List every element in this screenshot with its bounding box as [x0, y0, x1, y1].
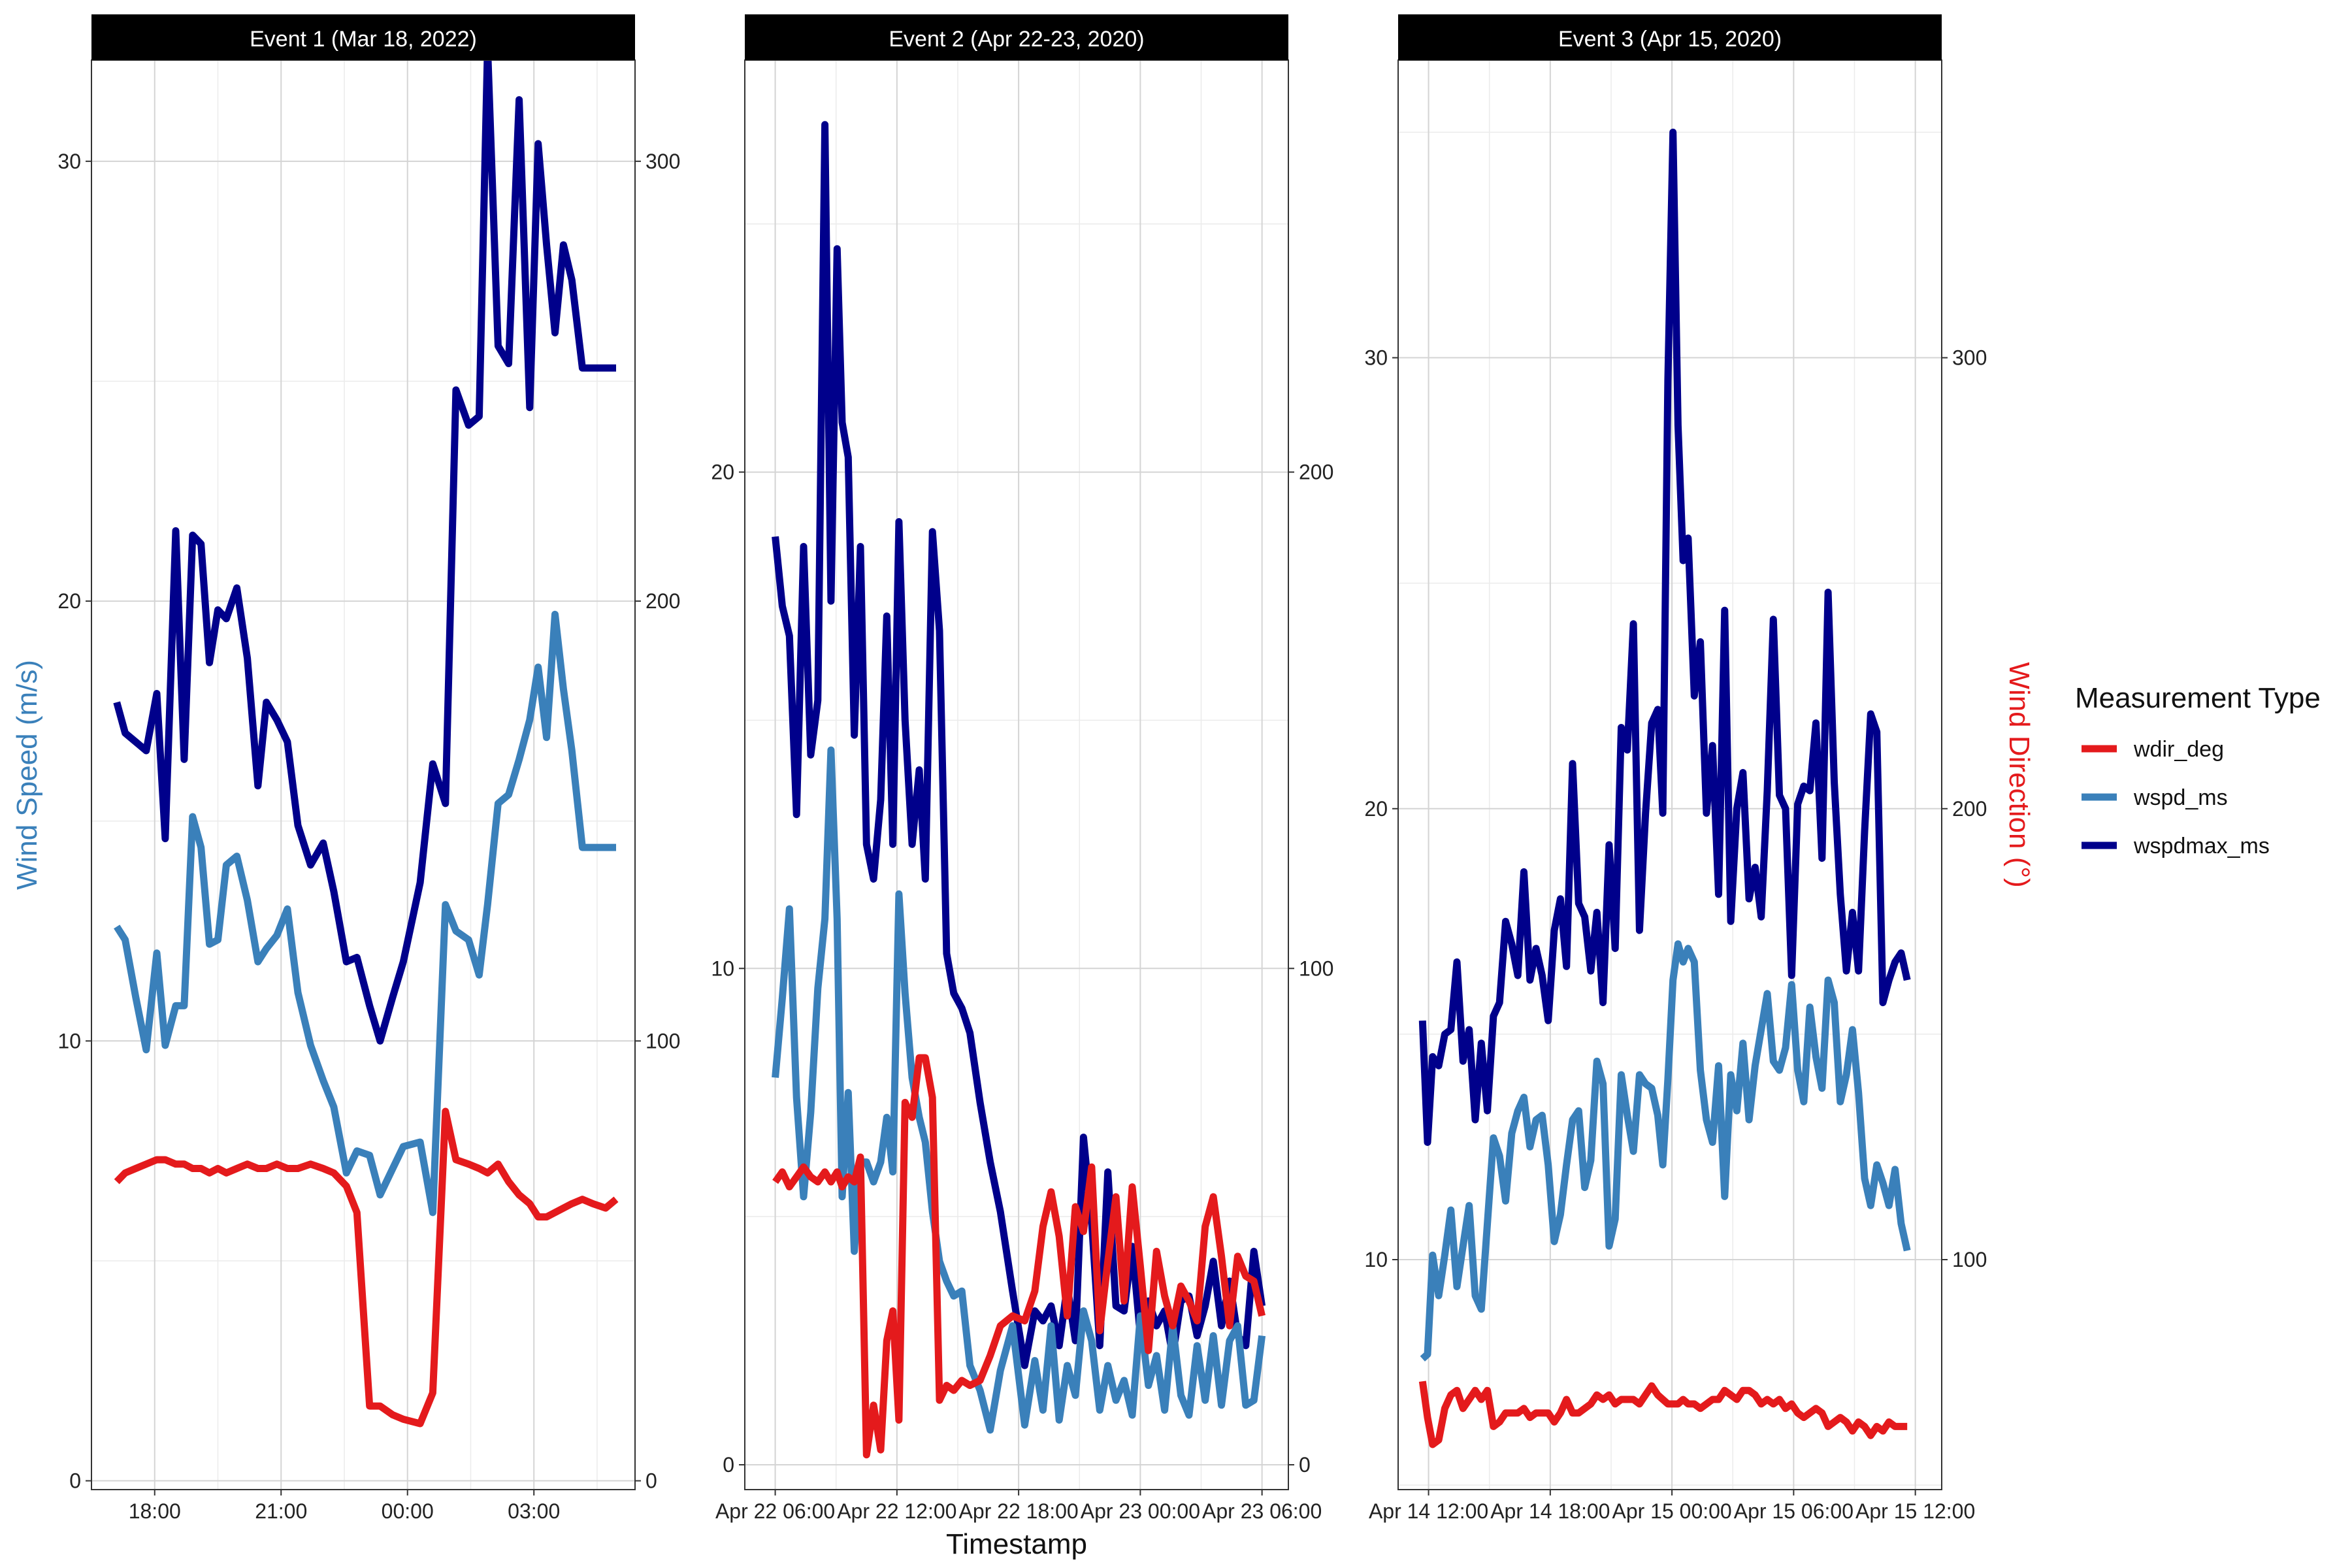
x-tick-label: 18:00 [129, 1499, 181, 1523]
x-axis: 18:00 21:00 00:00 03:00 [129, 1490, 560, 1523]
x-tick-label: Apr 15 00:00 [1612, 1499, 1731, 1523]
series-line-wdir-deg [1418, 1380, 1908, 1448]
y-axis-title-left: Wind Speed (m/s) [11, 660, 43, 890]
panel-title: Event 1 (Mar 18, 2022) [250, 27, 477, 52]
legend-item-wspdmax-ms: wspdmax_ms [2082, 834, 2270, 858]
left-tick-label: 30 [1364, 346, 1388, 370]
legend-title: Measurement Type [2075, 682, 2321, 714]
panel-strip [745, 14, 1288, 60]
legend-item-wspd-ms: wspd_ms [2082, 785, 2228, 810]
left-tick-label: 0 [69, 1469, 81, 1493]
series-line-wspd-ms [114, 610, 616, 1217]
x-tick-label: Apr 23 06:00 [1202, 1499, 1322, 1523]
series-group [1418, 128, 1911, 1448]
x-tick-label: Apr 23 00:00 [1081, 1499, 1200, 1523]
x-tick-label: Apr 22 06:00 [715, 1499, 835, 1523]
right-tick-label: 200 [1299, 461, 1333, 484]
right-axis: 0 100 200 300 [635, 150, 680, 1493]
right-tick-label: 200 [1952, 797, 1987, 821]
x-tick-label: Apr 14 18:00 [1490, 1499, 1610, 1523]
x-tick-label: Apr 22 18:00 [958, 1499, 1078, 1523]
x-tick-label: Apr 15 06:00 [1734, 1499, 1854, 1523]
right-tick-label: 300 [1952, 346, 1987, 370]
x-tick-label: 03:00 [508, 1499, 560, 1523]
grid-group [91, 60, 635, 1490]
left-tick-label: 0 [723, 1453, 734, 1477]
legend: Measurement Type wdir_deg wspd_ms wspdma… [2075, 682, 2321, 858]
left-tick-label: 20 [57, 589, 81, 613]
panel-background [91, 60, 635, 1490]
left-tick-label: 10 [711, 956, 734, 980]
legend-label-wspdmax-ms: wspdmax_ms [2133, 834, 2270, 858]
x-axis: Apr 14 12:00 Apr 14 18:00 Apr 15 00:00 Apr … [1369, 1490, 1975, 1523]
panel-event-1: Event 1 (Mar 18, 2022) 0 10 20 30 0 100 200 30… [57, 14, 680, 1523]
series-line-wspd-ms [1420, 940, 1911, 1362]
panel-strip [91, 14, 635, 60]
panel-title: Event 3 (Apr 15, 2020) [1558, 27, 1782, 52]
legend-label-wspd-ms: wspd_ms [2133, 785, 2228, 810]
series-line-wdir-deg [772, 1054, 1266, 1459]
series-group [772, 121, 1266, 1459]
right-tick-label: 100 [645, 1029, 680, 1053]
series-line-wdir-deg [114, 1107, 619, 1428]
right-axis: 0 100 200 [1288, 461, 1333, 1477]
series-line-wspd-ms [772, 746, 1266, 1434]
x-tick-label: Apr 14 12:00 [1369, 1499, 1488, 1523]
left-tick-label: 10 [57, 1029, 81, 1053]
left-tick-label: 30 [57, 150, 81, 173]
left-tick-label: 20 [1364, 797, 1388, 821]
y-axis-title-right: Wind Direction (°) [2003, 662, 2035, 887]
legend-item-wdir-deg: wdir_deg [2082, 737, 2224, 762]
right-tick-label: 0 [1299, 1453, 1311, 1477]
left-tick-label: 20 [711, 461, 734, 484]
x-tick-label: 00:00 [382, 1499, 434, 1523]
series-line-wspdmax-ms [772, 121, 1266, 1369]
left-axis: 10 20 30 [1364, 346, 1398, 1271]
x-tick-label: Apr 22 12:00 [837, 1499, 956, 1523]
left-axis: 0 10 20 [711, 461, 745, 1477]
x-axis-title: Timestamp [946, 1528, 1087, 1560]
x-tick-label: Apr 15 12:00 [1855, 1499, 1975, 1523]
series-line-wspdmax-ms [1418, 128, 1911, 1146]
series-group [113, 43, 619, 1428]
right-tick-label: 100 [1952, 1248, 1987, 1271]
grid-group [1398, 60, 1942, 1490]
x-tick-label: 21:00 [255, 1499, 307, 1523]
left-tick-label: 10 [1364, 1248, 1388, 1271]
panel-title: Event 2 (Apr 22-23, 2020) [889, 27, 1144, 52]
grid-group [745, 60, 1288, 1490]
series-line-wspdmax-ms [113, 43, 616, 1045]
x-axis: Apr 22 06:00 Apr 22 12:00 Apr 22 18:00 Apr … [715, 1490, 1322, 1523]
legend-label-wdir-deg: wdir_deg [2133, 737, 2224, 762]
left-axis: 0 10 20 30 [57, 150, 91, 1493]
panel-strip [1398, 14, 1942, 60]
right-tick-label: 200 [645, 589, 680, 613]
right-tick-label: 100 [1299, 956, 1333, 980]
right-tick-label: 0 [645, 1469, 657, 1493]
right-tick-label: 300 [645, 150, 680, 173]
right-axis: 100 200 300 [1942, 346, 1987, 1271]
